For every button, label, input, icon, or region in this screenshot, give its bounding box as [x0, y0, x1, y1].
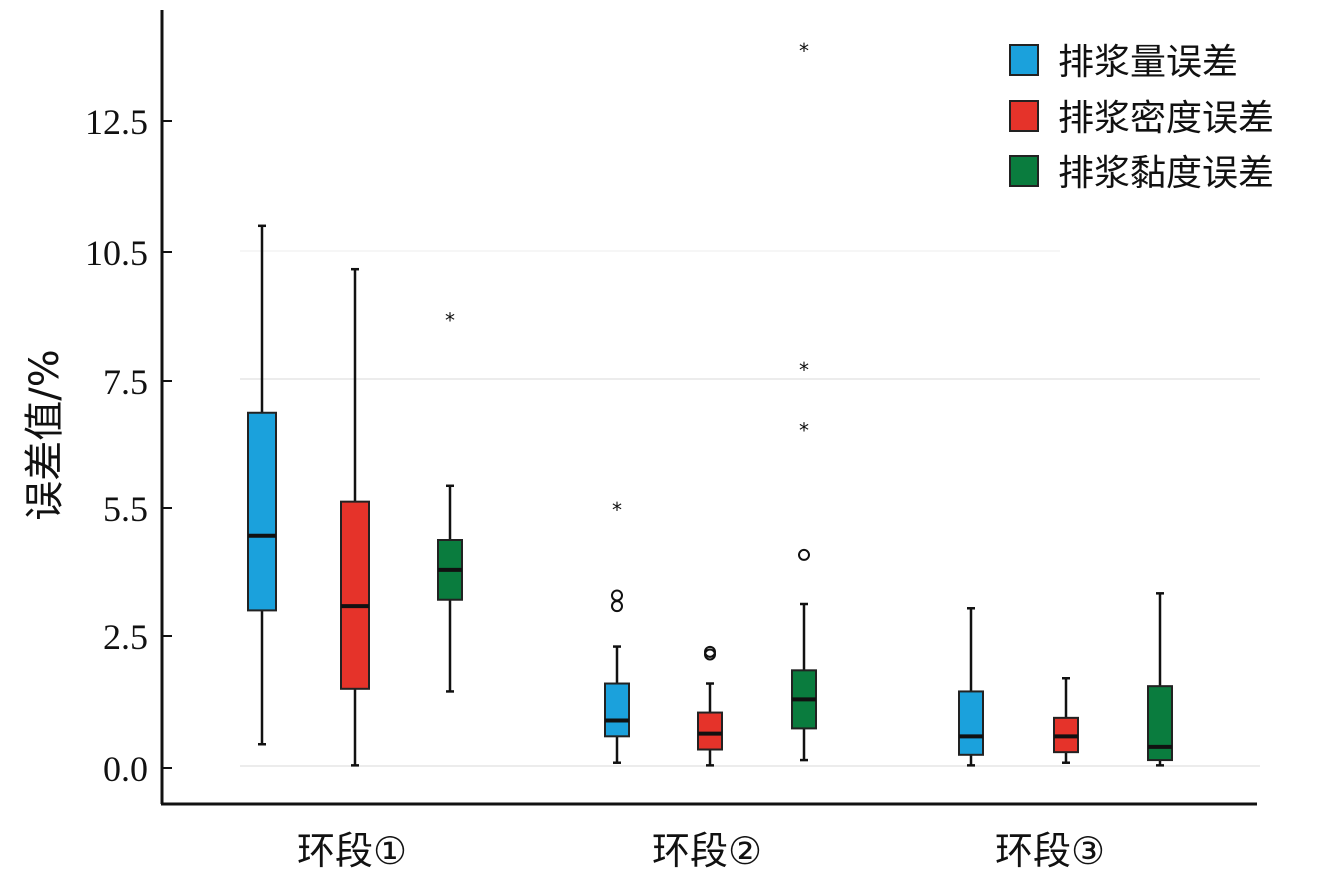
y-tick-label: 2.5 — [103, 617, 148, 657]
x-category-label: 环段③ — [995, 829, 1105, 873]
y-tick-label: 10.5 — [85, 233, 148, 273]
legend-item: 排浆量误差 — [1009, 42, 1238, 83]
outlier-point — [704, 645, 716, 658]
outlier-point — [798, 548, 810, 561]
y-tick-label: 0.0 — [103, 749, 148, 789]
box-plot: * * * — [791, 39, 817, 762]
box-iqr — [697, 711, 723, 751]
box-plot: * — [437, 309, 463, 693]
legend-swatch — [1009, 44, 1039, 76]
y-tick-label: 7.5 — [103, 362, 148, 402]
outlier-point — [611, 589, 623, 602]
y-tick-label: 12.5 — [85, 102, 148, 142]
grid-lines — [240, 250, 1260, 767]
box-iqr — [1147, 685, 1173, 762]
legend-item: 排浆黏度误差 — [1009, 153, 1274, 194]
box-plot — [1053, 676, 1079, 764]
outlier-point — [611, 600, 623, 613]
box-plot: * — [604, 498, 630, 764]
legend-swatch — [1009, 100, 1039, 132]
legend-label: 排浆密度误差 — [1058, 98, 1274, 139]
legend-item: 排浆密度误差 — [1009, 98, 1274, 139]
box-iqr — [604, 682, 630, 738]
box-plot — [697, 645, 723, 767]
axes — [160, 10, 1257, 806]
extreme-point: * — [799, 419, 809, 443]
extreme-point: * — [445, 309, 455, 333]
box-plot — [1147, 592, 1173, 767]
x-category-label: 环段① — [297, 829, 407, 873]
y-tick-labels: 0.0 2.5 5.5 7.5 10.5 12.5 — [85, 102, 172, 789]
legend-swatch — [1009, 155, 1039, 187]
x-category-labels: 环段① 环段② 环段③ — [297, 829, 1105, 873]
box-iqr — [958, 690, 984, 756]
box-plot — [958, 607, 984, 767]
x-category-label: 环段② — [652, 829, 762, 873]
box-plot — [247, 224, 277, 746]
extreme-point: * — [799, 39, 809, 63]
y-tick-label: 5.5 — [103, 489, 148, 529]
extreme-point: * — [612, 498, 622, 522]
extreme-point: * — [799, 358, 809, 382]
box-plot — [340, 267, 370, 767]
legend-label: 排浆黏度误差 — [1058, 153, 1274, 194]
box-group: * * * * * — [247, 39, 1173, 767]
box-iqr — [247, 411, 277, 612]
legend-label: 排浆量误差 — [1058, 42, 1238, 83]
box-iqr — [340, 500, 370, 690]
y-axis-title: 误差值/% — [22, 349, 68, 520]
